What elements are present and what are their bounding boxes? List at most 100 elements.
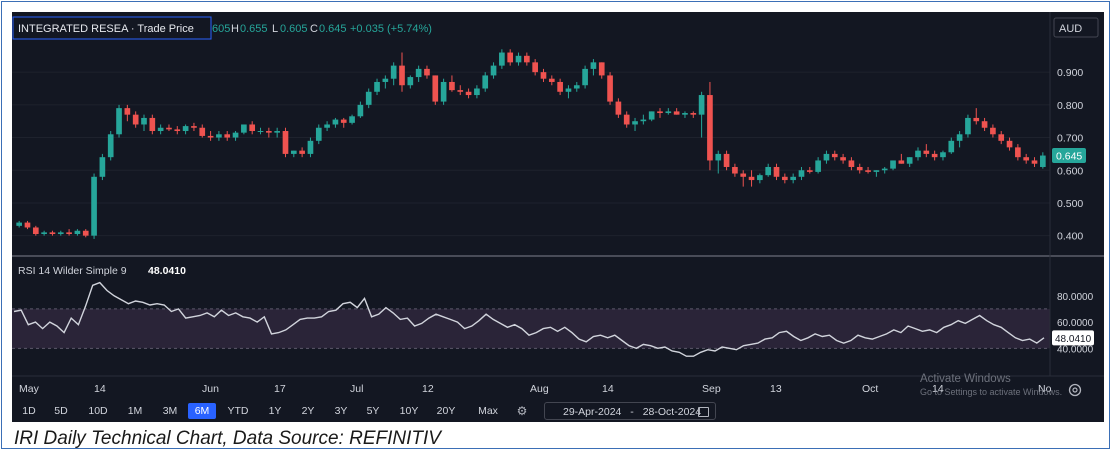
figure-caption: IRI Daily Technical Chart, Data Source: … — [14, 428, 441, 449]
candle — [798, 166, 805, 181]
candle — [299, 147, 305, 158]
candle — [615, 98, 622, 118]
timeframe-button-5y[interactable]: 5Y — [366, 405, 380, 417]
candle — [632, 117, 638, 132]
price-tick-label: 0.700 — [1057, 133, 1083, 145]
candle — [582, 65, 588, 89]
watermark-line1: Activate Windows — [920, 373, 1011, 385]
time-tick-label: 13 — [770, 383, 782, 395]
candle — [998, 131, 1005, 145]
timeframe-button-20y[interactable]: 20Y — [436, 405, 456, 417]
candle — [374, 78, 380, 96]
timeframe-button-1d[interactable]: 1D — [22, 405, 36, 417]
candle — [740, 170, 747, 187]
candle — [515, 52, 522, 66]
candle — [407, 75, 414, 89]
candle — [923, 144, 930, 158]
candle — [956, 131, 963, 148]
candle — [490, 62, 497, 79]
candle — [274, 127, 280, 138]
currency-dropdown[interactable] — [1053, 17, 1099, 38]
time-tick-label: May — [19, 383, 40, 395]
candle — [640, 114, 647, 125]
timeframe-button-2y[interactable]: 2Y — [301, 405, 315, 417]
date-to: 28-Oct-2024 — [642, 406, 702, 418]
time-tick-label: Jun — [202, 383, 219, 395]
timeframe-button-1m[interactable]: 1M — [127, 405, 143, 417]
candle — [49, 230, 56, 236]
timeframe-button-5d[interactable]: 5D — [54, 405, 68, 417]
candle — [141, 114, 147, 132]
compare-gear-icon[interactable]: ⚙ — [516, 404, 528, 418]
timeframe-button-10d[interactable]: 10D — [88, 405, 108, 417]
candle — [390, 62, 397, 86]
candle — [990, 124, 996, 138]
candle — [965, 114, 971, 138]
timeframe-button-3m[interactable]: 3M — [162, 405, 178, 417]
chart-canvas[interactable]: 0.900 0.800 0.700 0.600 0.500 0.400 80.0000 60… — [12, 12, 1104, 422]
chart-app: 0.900 0.800 0.700 0.600 0.500 0.400 80.0000 60… — [12, 12, 1104, 422]
candle — [915, 147, 921, 161]
candle — [723, 150, 730, 171]
legend-ohlc-partial: 605 — [212, 23, 230, 35]
candle — [116, 104, 122, 138]
candle — [973, 108, 980, 125]
legend-change: +0.035 (+5.74%) — [350, 23, 432, 35]
candle — [607, 72, 613, 105]
rsi-line — [13, 281, 1045, 357]
candle — [856, 163, 863, 174]
candle — [124, 104, 131, 122]
candle — [590, 59, 597, 76]
timeframe-button-1y[interactable]: 1Y — [268, 405, 282, 417]
candle — [199, 124, 206, 138]
time-tick-label: No — [1038, 383, 1052, 395]
legend-symbol[interactable]: INTEGRATED RESEA · Trade Price — [18, 23, 194, 35]
candle — [773, 163, 780, 181]
price-axis: 0.900 0.800 0.700 0.600 0.500 0.400 — [1057, 67, 1083, 242]
candle — [623, 111, 630, 128]
candle — [499, 49, 505, 69]
candle — [690, 111, 697, 118]
candle — [340, 117, 347, 128]
time-tick-label: 14 — [602, 383, 614, 395]
candle — [557, 78, 563, 96]
date-range-picker[interactable]: 29-Apr-2024 - 28-Oct-2024 — [544, 402, 716, 420]
candle — [873, 170, 880, 177]
legend-high-value: 0.655 — [240, 23, 268, 35]
candle — [432, 75, 439, 105]
rsi-tick-label: 80.0000 — [1057, 292, 1094, 303]
timeframe-button-max[interactable]: Max — [478, 405, 498, 417]
candle — [540, 68, 547, 82]
candle — [324, 121, 330, 132]
timeframe-button-10y[interactable]: 10Y — [399, 405, 419, 417]
candle — [715, 150, 722, 174]
candle — [216, 131, 222, 141]
candle — [241, 124, 247, 135]
candle — [806, 166, 813, 174]
time-tick-label: Aug — [530, 383, 549, 395]
legend-low-value: 0.605 — [280, 23, 308, 35]
candle — [524, 52, 530, 66]
candle — [1031, 157, 1038, 167]
candle — [474, 85, 480, 99]
candle — [790, 173, 796, 184]
candle — [82, 229, 89, 238]
candle — [682, 111, 688, 118]
timeframe-button-6m[interactable]: 6M — [188, 403, 216, 419]
timeframe-button-ytd[interactable]: YTD — [227, 405, 249, 417]
candle — [823, 150, 830, 164]
candle — [382, 75, 389, 89]
rsi-tick-label: 40.0000 — [1057, 344, 1094, 355]
time-tick-label: Jul — [350, 383, 363, 395]
timeframe-button-3y[interactable]: 3Y — [334, 405, 348, 417]
candle — [532, 59, 538, 76]
grid — [12, 71, 1050, 237]
candle — [290, 150, 297, 158]
settings-gear-icon[interactable] — [1068, 383, 1082, 397]
time-tick-label: 17 — [274, 383, 286, 395]
candle — [648, 111, 655, 122]
candle — [598, 62, 605, 79]
candle — [232, 131, 239, 141]
candle — [565, 85, 572, 99]
candle — [182, 124, 189, 135]
